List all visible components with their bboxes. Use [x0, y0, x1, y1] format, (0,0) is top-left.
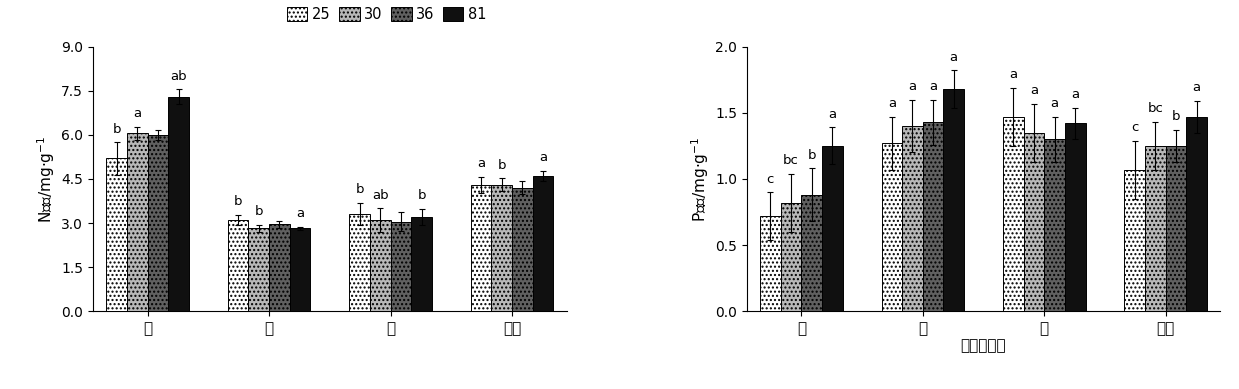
Y-axis label: P浓度/mg·g$^{-1}$: P浓度/mg·g$^{-1}$	[689, 136, 711, 222]
Text: bc: bc	[783, 154, 799, 167]
Text: a: a	[1051, 97, 1058, 110]
Bar	[943, 89, 964, 311]
Bar	[923, 122, 943, 311]
Bar	[1066, 123, 1085, 311]
Y-axis label: N浓度/mg·g$^{-1}$: N浓度/mg·g$^{-1}$	[36, 135, 57, 223]
Text: b: b	[808, 149, 817, 162]
Text: c: c	[767, 173, 774, 186]
Text: a: a	[1010, 68, 1017, 81]
Bar	[107, 158, 126, 311]
Bar	[881, 143, 902, 311]
Text: a: a	[1193, 81, 1201, 94]
Text: b: b	[234, 195, 243, 208]
Text: a: a	[296, 207, 304, 220]
Text: b: b	[497, 159, 506, 172]
Bar	[169, 96, 188, 311]
Bar	[290, 228, 310, 311]
Bar	[411, 217, 432, 311]
Text: b: b	[418, 189, 426, 202]
Text: a: a	[950, 51, 958, 64]
Bar	[512, 188, 533, 311]
Bar	[1187, 117, 1207, 311]
Text: b: b	[1172, 110, 1181, 123]
Bar	[349, 214, 370, 311]
Bar	[802, 195, 821, 311]
Text: b: b	[113, 123, 121, 136]
Bar	[269, 224, 290, 311]
Text: a: a	[828, 108, 836, 121]
Text: a: a	[1030, 84, 1038, 97]
Bar	[533, 176, 554, 311]
Text: a: a	[539, 151, 548, 164]
Bar	[1004, 117, 1023, 311]
X-axis label: 容器苗部位: 容器苗部位	[960, 338, 1006, 353]
Bar	[902, 126, 923, 311]
Legend: 25, 30, 36, 81: 25, 30, 36, 81	[281, 1, 492, 28]
Bar	[1125, 170, 1145, 311]
Bar	[1145, 146, 1166, 311]
Text: a: a	[929, 80, 937, 93]
Text: b: b	[254, 205, 263, 218]
Text: ab: ab	[170, 70, 187, 83]
Bar	[760, 216, 781, 311]
Text: bc: bc	[1147, 102, 1163, 116]
Text: a: a	[908, 80, 917, 93]
Bar	[821, 146, 843, 311]
Bar	[1023, 133, 1044, 311]
Text: b: b	[356, 184, 364, 196]
Text: c: c	[1131, 121, 1139, 134]
Bar	[471, 185, 492, 311]
Text: a: a	[134, 107, 141, 120]
Bar	[390, 222, 411, 311]
Bar	[1044, 139, 1066, 311]
Bar	[492, 185, 512, 311]
Text: a: a	[888, 97, 896, 110]
Text: a: a	[1072, 88, 1079, 101]
Bar	[248, 228, 269, 311]
Bar	[781, 203, 802, 311]
Text: ab: ab	[372, 189, 389, 202]
Bar	[126, 133, 147, 311]
Text: a: a	[477, 157, 486, 170]
Bar	[370, 220, 390, 311]
Bar	[147, 135, 169, 311]
Bar	[228, 220, 248, 311]
Bar	[1166, 146, 1187, 311]
